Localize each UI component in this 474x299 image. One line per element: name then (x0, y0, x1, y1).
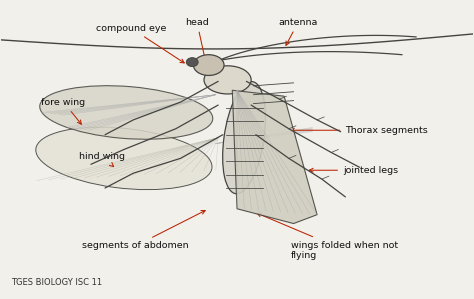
Text: Thorax segments: Thorax segments (291, 126, 428, 135)
Text: fore wing: fore wing (41, 97, 86, 124)
Ellipse shape (186, 58, 198, 67)
Ellipse shape (40, 86, 213, 139)
Text: wings folded when not
flying: wings folded when not flying (257, 213, 398, 260)
Ellipse shape (193, 55, 224, 75)
Ellipse shape (36, 127, 212, 190)
Text: segments of abdomen: segments of abdomen (82, 210, 205, 250)
Text: hind wing: hind wing (79, 152, 125, 167)
Text: antenna: antenna (279, 18, 318, 45)
Text: head: head (185, 18, 209, 61)
Text: jointed legs: jointed legs (309, 166, 398, 175)
Text: compound eye: compound eye (96, 24, 184, 63)
Ellipse shape (204, 66, 251, 94)
Polygon shape (232, 90, 317, 224)
Text: TGES BIOLOGY ISC 11: TGES BIOLOGY ISC 11 (11, 278, 102, 287)
Ellipse shape (223, 82, 265, 194)
